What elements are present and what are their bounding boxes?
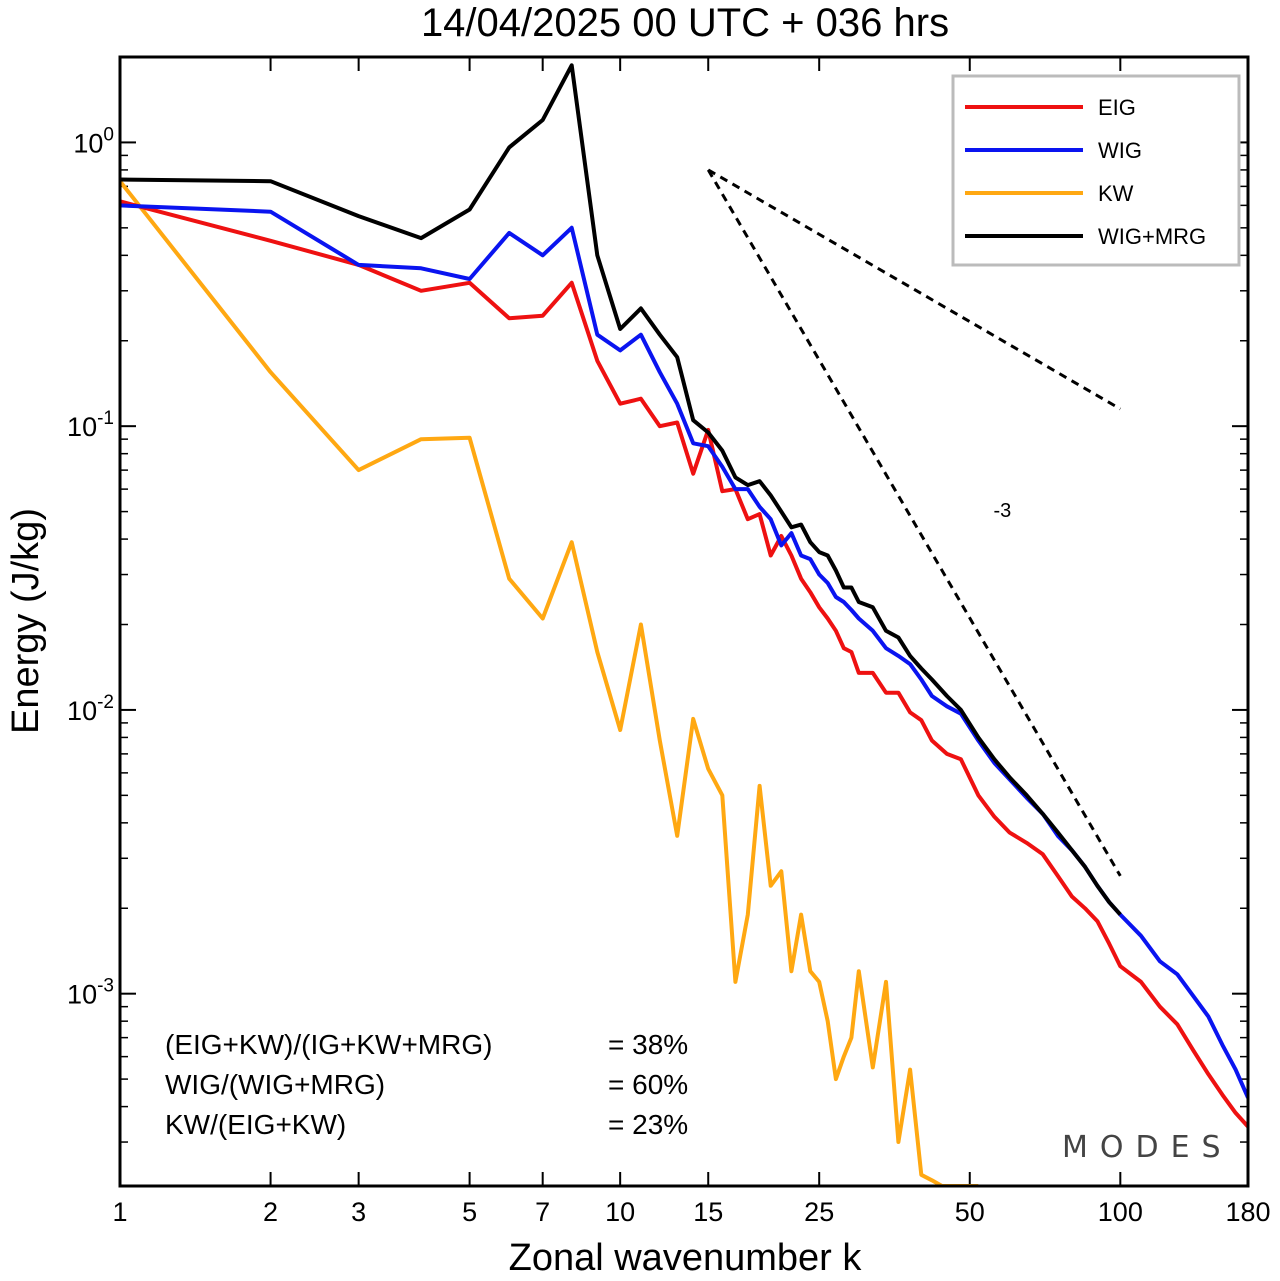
y-tick-label: 10-2 bbox=[67, 692, 114, 726]
y-tick-label: 100 bbox=[73, 124, 114, 158]
x-tick-label: 1 bbox=[112, 1197, 127, 1227]
x-tick-label: 100 bbox=[1098, 1197, 1143, 1227]
x-tick-labels: 1 2 3 5 7 10 15 25 50 100 180 bbox=[112, 1197, 1270, 1227]
stats-label: WIG/(WIG+MRG) bbox=[165, 1069, 385, 1100]
x-tick-label: 15 bbox=[693, 1197, 723, 1227]
plot-frame bbox=[118, 55, 1250, 1188]
x-tick-label: 2 bbox=[263, 1197, 278, 1227]
modes-watermark: MODES bbox=[1062, 1130, 1233, 1165]
reference-slope-label: -3 bbox=[993, 500, 1011, 522]
legend: EIG WIG KW WIG+MRG bbox=[951, 74, 1241, 267]
x-tick-label: 5 bbox=[462, 1197, 477, 1227]
x-tick-label: 7 bbox=[535, 1197, 550, 1227]
legend-label: WIG+MRG bbox=[1098, 224, 1206, 249]
x-tick-label: 25 bbox=[804, 1197, 834, 1227]
series-line-eig bbox=[120, 199, 1248, 1128]
x-tick-label: 50 bbox=[955, 1197, 985, 1227]
stats-label: KW/(EIG+KW) bbox=[165, 1109, 346, 1140]
reference-slope-line bbox=[707, 168, 1122, 411]
stats-value: = 60% bbox=[608, 1069, 688, 1100]
series-line-wig-mrg bbox=[120, 63, 1122, 916]
legend-label: EIG bbox=[1098, 95, 1136, 120]
y-tick-label: 10-3 bbox=[67, 976, 114, 1010]
legend-label: WIG bbox=[1098, 138, 1142, 163]
y-axis-title: Energy (J/kg) bbox=[5, 508, 47, 734]
reference-slope-line bbox=[706, 169, 1122, 877]
y-tick-labels: 10-3 10-2 10-1 100 bbox=[67, 124, 114, 1009]
chart-title: 14/04/2025 00 UTC + 036 hrs bbox=[421, 1, 949, 45]
stats-label: (EIG+KW)/(IG+KW+MRG) bbox=[165, 1029, 492, 1060]
stats-value: = 23% bbox=[608, 1109, 688, 1140]
stats-block: (EIG+KW)/(IG+KW+MRG) = 38% WIG/(WIG+MRG)… bbox=[165, 1029, 688, 1140]
legend-label: KW bbox=[1098, 181, 1134, 206]
stats-value: = 38% bbox=[608, 1029, 688, 1060]
x-tick-label: 180 bbox=[1225, 1197, 1270, 1227]
x-tick-label: 3 bbox=[351, 1197, 366, 1227]
plot-area: -5/3-3 bbox=[120, 63, 1248, 1186]
x-tick-label: 10 bbox=[605, 1197, 635, 1227]
x-axis-title: Zonal wavenumber k bbox=[509, 1237, 863, 1279]
y-tick-label: 10-1 bbox=[67, 408, 114, 442]
series-line-kw bbox=[120, 179, 979, 1186]
